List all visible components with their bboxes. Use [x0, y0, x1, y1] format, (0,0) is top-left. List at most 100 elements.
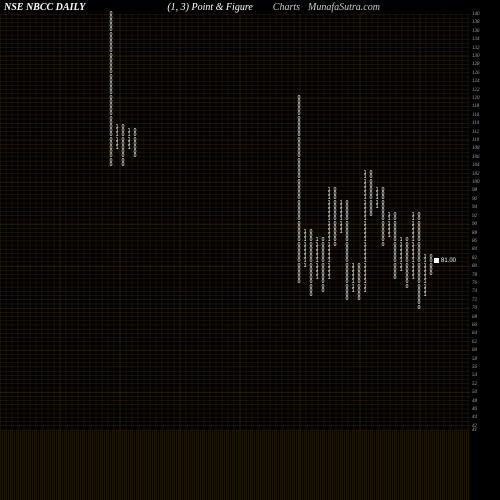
volume-bar: [198, 430, 199, 500]
marker-square: [434, 258, 439, 263]
y-axis-label: 104: [472, 163, 480, 168]
volume-bar: [346, 430, 347, 500]
volume-bar: [326, 430, 327, 500]
volume-bar: [2, 430, 3, 500]
volume-bar: [448, 430, 449, 500]
bottom-bars: [0, 430, 470, 500]
volume-bar: [232, 430, 233, 500]
volume-bar: [34, 430, 35, 500]
volume-bar: [112, 430, 113, 500]
volume-bar: [46, 430, 47, 500]
volume-bar: [114, 430, 115, 500]
y-axis-label: 102: [472, 172, 480, 177]
y-axis-label: 130: [472, 54, 480, 59]
pnf-cell: O: [108, 163, 114, 168]
volume-bar: [322, 430, 323, 500]
chart-params: (1, 3) Point & Figure: [167, 2, 252, 16]
volume-bar: [80, 430, 81, 500]
volume-bar: [296, 430, 297, 500]
y-axis-label: 50: [472, 390, 477, 395]
volume-bar: [106, 430, 107, 500]
y-axis-label: 74: [472, 289, 477, 294]
volume-bar: [206, 430, 207, 500]
volume-bar: [180, 430, 181, 500]
pnf-cell: O: [416, 306, 422, 311]
volume-bar: [332, 430, 333, 500]
volume-bar: [52, 430, 53, 500]
volume-bar: [376, 430, 377, 500]
volume-bar: [362, 430, 363, 500]
volume-bar: [268, 430, 269, 500]
volume-bar: [92, 430, 93, 500]
volume-bar: [302, 430, 303, 500]
chart-header: NSE NBCC DAILY (1, 3) Point & Figure Cha…: [4, 2, 496, 16]
volume-bar: [146, 430, 147, 500]
volume-bar: [18, 430, 19, 500]
pnf-cell: O: [320, 289, 326, 294]
volume-bar: [182, 430, 183, 500]
volume-bar: [400, 430, 401, 500]
volume-bar: [54, 430, 55, 500]
y-axis-label: 46: [472, 407, 477, 412]
volume-bar: [94, 430, 95, 500]
volume-bar: [150, 430, 151, 500]
pnf-cell: O: [428, 272, 434, 277]
volume-bar: [286, 430, 287, 500]
volume-bar: [96, 430, 97, 500]
volume-bar: [30, 430, 31, 500]
y-axis-label: 98: [472, 188, 477, 193]
volume-bar: [174, 430, 175, 500]
volume-bar: [164, 430, 165, 500]
volume-bar: [58, 430, 59, 500]
volume-bar: [190, 430, 191, 500]
y-axis-label: 48: [472, 399, 477, 404]
volume-bar: [300, 430, 301, 500]
volume-bar: [454, 430, 455, 500]
pnf-cell: O: [120, 163, 126, 168]
volume-bar: [436, 430, 437, 500]
y-axis-label: 92: [472, 214, 477, 219]
volume-bar: [224, 430, 225, 500]
y-axis-label: 56: [472, 365, 477, 370]
volume-bar: [254, 430, 255, 500]
volume-bar: [440, 430, 441, 500]
volume-bar: [124, 430, 125, 500]
volume-bar: [420, 430, 421, 500]
pnf-cell: 1: [362, 289, 368, 294]
y-axis-label: 80: [472, 264, 477, 269]
chart-source: MunafaSutra.com: [308, 2, 380, 16]
volume-bar: [214, 430, 215, 500]
pnf-cell: O: [132, 154, 138, 159]
volume-bar: [372, 430, 373, 500]
volume-bar: [244, 430, 245, 500]
volume-bar: [274, 430, 275, 500]
volume-bar: [236, 430, 237, 500]
volume-bar: [354, 430, 355, 500]
volume-bar: [408, 430, 409, 500]
volume-bar: [398, 430, 399, 500]
volume-bar: [4, 430, 5, 500]
volume-bar: [356, 430, 357, 500]
volume-bar: [72, 430, 73, 500]
y-axis-label: 138: [472, 20, 480, 25]
volume-bar: [456, 430, 457, 500]
volume-bar: [136, 430, 137, 500]
volume-bar: [460, 430, 461, 500]
volume-bar: [396, 430, 397, 500]
volume-bar: [262, 430, 263, 500]
volume-bar: [366, 430, 367, 500]
volume-bar: [222, 430, 223, 500]
volume-bar: [340, 430, 341, 500]
volume-bar: [130, 430, 131, 500]
volume-bar: [336, 430, 337, 500]
volume-bar: [252, 430, 253, 500]
volume-bar: [10, 430, 11, 500]
volume-bar: [40, 430, 41, 500]
volume-bar: [86, 430, 87, 500]
pnf-cell: O: [308, 293, 314, 298]
volume-bar: [418, 430, 419, 500]
volume-bar: [220, 430, 221, 500]
pnf-cell: O: [356, 297, 362, 302]
volume-bar: [386, 430, 387, 500]
volume-bar: [320, 430, 321, 500]
